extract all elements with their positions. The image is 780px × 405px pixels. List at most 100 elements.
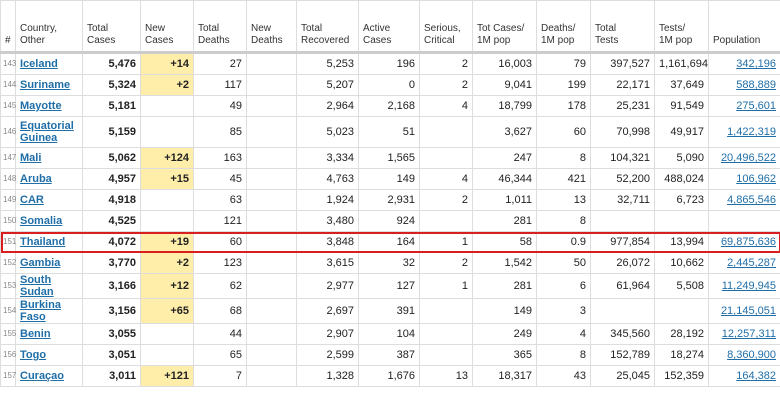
population-link[interactable]: 69,875,636 — [720, 236, 776, 248]
cell: 1,924 — [296, 189, 359, 211]
country-link[interactable]: Mayotte — [20, 100, 62, 112]
country-link[interactable]: Aruba — [20, 173, 52, 185]
cell: Curaçao — [15, 365, 83, 387]
country-link[interactable]: Gambia — [20, 257, 61, 269]
table-row: 146 Equatorial Guinea 5,159 85 5,023 51 3,627 6… — [0, 116, 780, 148]
cell: 11,249,945 — [708, 273, 780, 299]
cell: 588,889 — [708, 74, 780, 96]
country-link[interactable]: CAR — [20, 194, 44, 206]
cell: 52,200 — [590, 168, 655, 190]
country-link[interactable]: Equatorial Guinea — [20, 120, 74, 144]
cell: Aruba — [15, 168, 83, 190]
column-header[interactable]: # — [0, 0, 16, 54]
cell: 5,508 — [654, 273, 709, 299]
country-link[interactable]: Curaçao — [20, 370, 65, 382]
country-link[interactable]: Burkina Faso — [20, 299, 61, 323]
population-link[interactable]: 342,196 — [736, 58, 776, 70]
column-header[interactable]: New Cases — [140, 0, 194, 54]
table-row: 157 Curaçao 3,011 +121 7 1,328 1,676 13 18,317 43… — [0, 365, 780, 387]
cell: 6 — [536, 273, 591, 299]
cell: +2 — [140, 74, 194, 96]
population-link[interactable]: 12,257,311 — [721, 328, 776, 340]
cell — [590, 298, 655, 324]
cell: 5,324 — [82, 74, 141, 96]
table-row: 154 Burkina Faso 3,156 +65 68 2,697 391 149 3 21,… — [0, 298, 780, 324]
cell: 151 — [0, 231, 16, 253]
country-link[interactable]: Thailand — [20, 236, 66, 248]
cell: 3,055 — [82, 323, 141, 345]
population-link[interactable]: 21,145,051 — [720, 305, 776, 317]
cell: Burkina Faso — [15, 298, 83, 324]
column-header[interactable]: Total Tests — [590, 0, 655, 54]
cell: 22,171 — [590, 74, 655, 96]
column-header[interactable]: Total Deaths — [193, 0, 247, 54]
cell: 60 — [536, 116, 591, 148]
country-link[interactable]: South Sudan — [20, 274, 54, 298]
cell: 1 — [419, 273, 473, 299]
cell: 164 — [358, 231, 420, 253]
column-header[interactable]: Tests/ 1M pop — [654, 0, 709, 54]
country-link[interactable]: Iceland — [20, 58, 58, 70]
cell — [246, 147, 297, 169]
header-row: # Country, Other Total Cases New Cases Total… — [0, 0, 780, 54]
column-header[interactable]: New Deaths — [246, 0, 297, 54]
cell: 21,145,051 — [708, 298, 780, 324]
population-link[interactable]: 4,865,546 — [727, 194, 776, 206]
cell — [246, 210, 297, 232]
column-header[interactable]: Active Cases — [358, 0, 420, 54]
table-row: 148 Aruba 4,957 +15 45 4,763 149 4 46,344 421 52,2… — [0, 168, 780, 190]
cell: 3,848 — [296, 231, 359, 253]
cell — [246, 95, 297, 117]
population-link[interactable]: 588,889 — [736, 79, 776, 91]
cell: 178 — [536, 95, 591, 117]
population-link[interactable]: 275,601 — [736, 100, 776, 112]
column-header[interactable]: Tot Cases/ 1M pop — [472, 0, 537, 54]
cell: 150 — [0, 210, 16, 232]
country-link[interactable]: Benin — [20, 328, 51, 340]
country-link[interactable]: Somalia — [20, 215, 63, 227]
column-header[interactable]: Total Cases — [82, 0, 141, 54]
country-link[interactable]: Togo — [20, 349, 47, 361]
cell: 152,789 — [590, 344, 655, 366]
cell: 25,231 — [590, 95, 655, 117]
cell: 156 — [0, 344, 16, 366]
cell: 1 — [419, 231, 473, 253]
column-header[interactable]: Deaths/ 1M pop — [536, 0, 591, 54]
cell: 70,998 — [590, 116, 655, 148]
table-row: 152 Gambia 3,770 +2 123 3,615 32 2 1,542 50 26,072… — [0, 252, 780, 274]
country-link[interactable]: Mali — [20, 152, 42, 164]
cell: 5,159 — [82, 116, 141, 148]
cell: 63 — [193, 189, 247, 211]
cell: Somalia — [15, 210, 83, 232]
cell: 4 — [536, 323, 591, 345]
column-header[interactable]: Country, Other — [15, 0, 83, 54]
cell: 281 — [472, 210, 537, 232]
population-link[interactable]: 106,962 — [736, 173, 776, 185]
cell: 44 — [193, 323, 247, 345]
country-link[interactable]: Suriname — [20, 79, 71, 91]
cell: 5,181 — [82, 95, 141, 117]
population-link[interactable]: 164,382 — [736, 370, 776, 382]
column-header[interactable]: Total Recovered — [296, 0, 359, 54]
population-link[interactable]: 1,422,319 — [727, 126, 776, 138]
cell: 127 — [358, 273, 420, 299]
cell: 2,931 — [358, 189, 420, 211]
cell: 1,565 — [358, 147, 420, 169]
cell: 20,496,522 — [708, 147, 780, 169]
cell — [140, 210, 194, 232]
population-link[interactable]: 8,360,900 — [727, 349, 776, 361]
cell — [590, 210, 655, 232]
cell — [654, 298, 709, 324]
cell: 3 — [536, 298, 591, 324]
population-link[interactable]: 20,496,522 — [720, 152, 776, 164]
cell: 145 — [0, 95, 16, 117]
cell: +121 — [140, 365, 194, 387]
cell: Togo — [15, 344, 83, 366]
column-header[interactable]: Serious, Critical — [419, 0, 473, 54]
cell: 45 — [193, 168, 247, 190]
column-header[interactable]: Population — [708, 0, 780, 54]
population-link[interactable]: 2,445,287 — [727, 257, 776, 269]
cell: 7 — [193, 365, 247, 387]
cell: 149 — [472, 298, 537, 324]
population-link[interactable]: 11,249,945 — [721, 280, 776, 292]
